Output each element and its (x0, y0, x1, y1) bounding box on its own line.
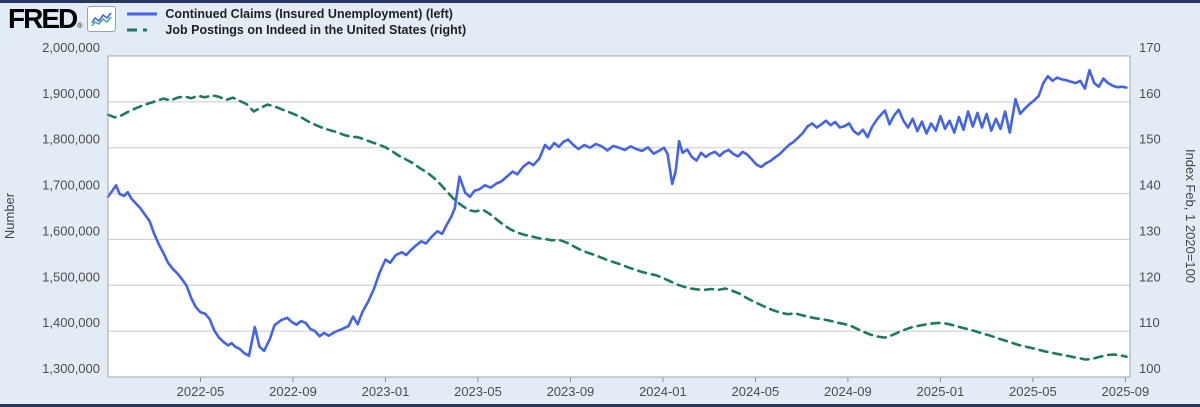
legend-item-continued-claims[interactable]: Continued Claims (Insured Unemployment) … (127, 6, 466, 22)
left-axis-tick-label: 1,900,000 (42, 86, 100, 101)
right-axis-tick-label: 140 (1139, 178, 1161, 193)
right-axis-tick-label: 160 (1139, 86, 1161, 101)
x-axis-tick-label: 2024-09 (824, 384, 872, 399)
left-axis-tick-label: 1,600,000 (42, 223, 100, 238)
bottom-edge-bar (0, 404, 1200, 407)
legend: Continued Claims (Insured Unemployment) … (127, 5, 466, 38)
series-line-continued-claims[interactable] (106, 68, 1128, 358)
x-axis-tick-label: 2023-05 (454, 384, 502, 399)
right-axis-tick-label: 130 (1139, 223, 1161, 238)
left-axis-tick-label: 1,400,000 (42, 315, 100, 330)
right-axis-tick-label: 170 (1139, 40, 1161, 55)
x-axis-tick-label: 2022-05 (177, 384, 225, 399)
plot-area[interactable] (108, 56, 1130, 377)
x-axis-tick-label: 2024-01 (639, 384, 687, 399)
right-axis-tick-label: 110 (1139, 315, 1160, 330)
continued-claims-line-swatch (127, 12, 158, 16)
top-edge-bar (0, 0, 1200, 3)
graph-header: FRED ® Continued Claims (Insured Unemplo… (8, 5, 466, 38)
x-axis-tick-label: 2023-01 (362, 384, 410, 399)
x-axis-tick-label: 2025-09 (1102, 384, 1150, 399)
right-axis-tick-label: 100 (1139, 361, 1161, 376)
right-axis-title: Index Feb, 1 2020=100 (1183, 149, 1198, 283)
left-axis-tick-label: 1,700,000 (42, 178, 100, 193)
fred-logo[interactable]: FRED ® (8, 3, 117, 34)
registered-trademark: ® (77, 23, 83, 30)
job-postings-line-swatch (127, 28, 158, 32)
right-axis-tick-label: 120 (1139, 269, 1161, 284)
series-line-job-postings[interactable] (106, 94, 1128, 361)
right-axis-tick-label: 150 (1139, 132, 1161, 147)
left-axis-tick-label: 1,500,000 (42, 269, 100, 284)
plot-border (107, 55, 1131, 378)
left-axis-tick-label: 2,000,000 (42, 40, 100, 55)
legend-item-job-postings[interactable]: Job Postings on Indeed in the United Sta… (127, 22, 466, 38)
left-axis-tick-label: 1,300,000 (42, 361, 100, 376)
x-axis-tick-label: 2025-01 (917, 384, 965, 399)
x-axis-tick-label: 2023-09 (547, 384, 595, 399)
x-axis-tick-label: 2024-05 (732, 384, 780, 399)
legend-label-continued-claims: Continued Claims (Insured Unemployment) … (165, 7, 453, 21)
fred-logo-text: FRED (8, 3, 78, 34)
fred-line-chart-icon (87, 6, 117, 32)
legend-label-job-postings: Job Postings on Indeed in the United Sta… (165, 23, 467, 37)
x-axis-tick-label: 2022-09 (269, 384, 317, 399)
x-axis-tick-label: 2025-05 (1009, 384, 1057, 399)
left-axis-tick-label: 1,800,000 (42, 132, 100, 147)
left-axis-title: Number (2, 192, 17, 239)
